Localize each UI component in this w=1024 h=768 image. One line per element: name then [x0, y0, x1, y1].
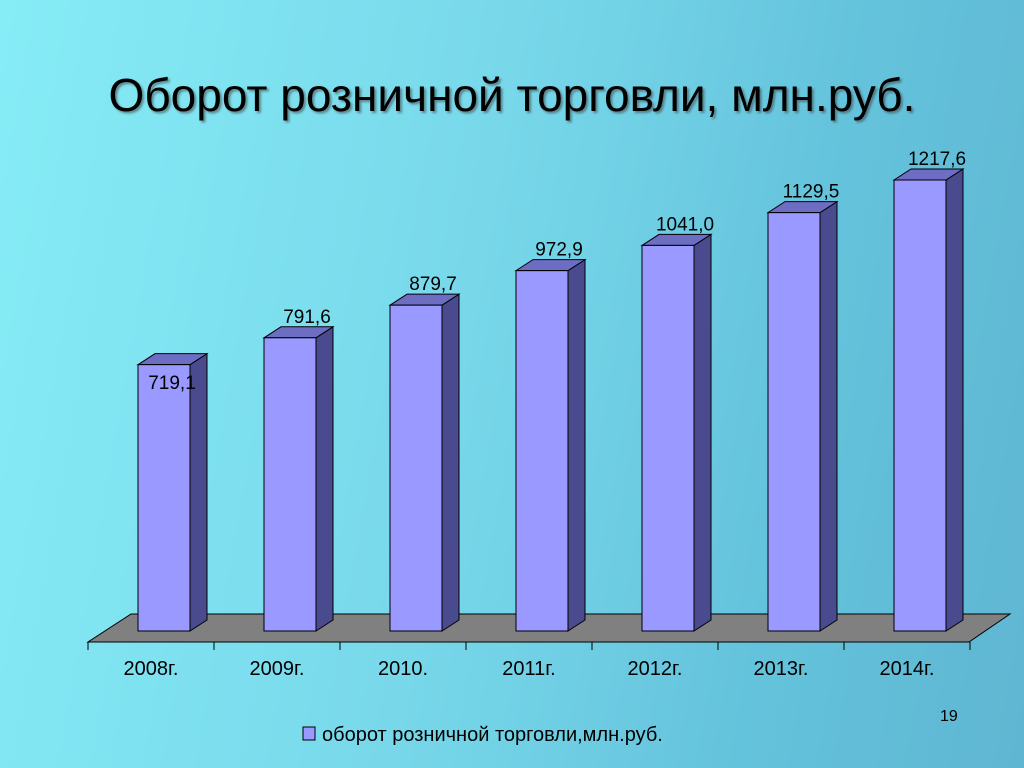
bar-side [315, 325, 334, 632]
data-label: 1129,5 [783, 182, 840, 203]
bar-2012г. [640, 233, 713, 632]
bar-front [137, 364, 191, 632]
bar-front [389, 304, 443, 632]
category-label: 2008г. [124, 658, 179, 680]
bar-2010. [388, 293, 461, 632]
bar-2008г. [136, 352, 209, 632]
bar-side [945, 168, 964, 632]
category-label: 2014г. [880, 658, 935, 680]
page-title: Оборот розничной торговли, млн.руб. [108, 69, 916, 121]
bar-front [515, 270, 569, 632]
category-label: 2012г. [628, 658, 683, 680]
bar-front [263, 337, 317, 632]
bar-side [441, 293, 460, 632]
bar-side [693, 233, 712, 632]
bar-2009г. [262, 325, 335, 632]
category-label: 2011г. [502, 658, 555, 680]
legend-swatch [302, 726, 316, 741]
data-label: 879,7 [409, 274, 457, 295]
category-label: 2009г. [250, 658, 305, 680]
bar-front [893, 179, 947, 632]
data-label: 1041,0 [656, 214, 714, 235]
bar-side [189, 352, 208, 632]
category-label: 2013г. [754, 658, 809, 680]
data-label: 972,9 [535, 240, 583, 261]
bar-side [819, 200, 838, 632]
legend-label: оборот розничной торговли,млн.руб. [322, 724, 663, 746]
page-number: 19 [940, 708, 958, 725]
category-label: 2010. [378, 658, 428, 680]
data-label: 719,1 [148, 373, 196, 394]
bar-front [641, 244, 695, 632]
bar-side [567, 258, 586, 632]
data-label: 1217,6 [908, 149, 966, 170]
bar-2011г. [514, 258, 587, 632]
data-label: 791,6 [283, 307, 331, 328]
bar-2013г. [766, 200, 839, 632]
bar-2014г. [892, 168, 965, 632]
bar-front [767, 212, 821, 632]
